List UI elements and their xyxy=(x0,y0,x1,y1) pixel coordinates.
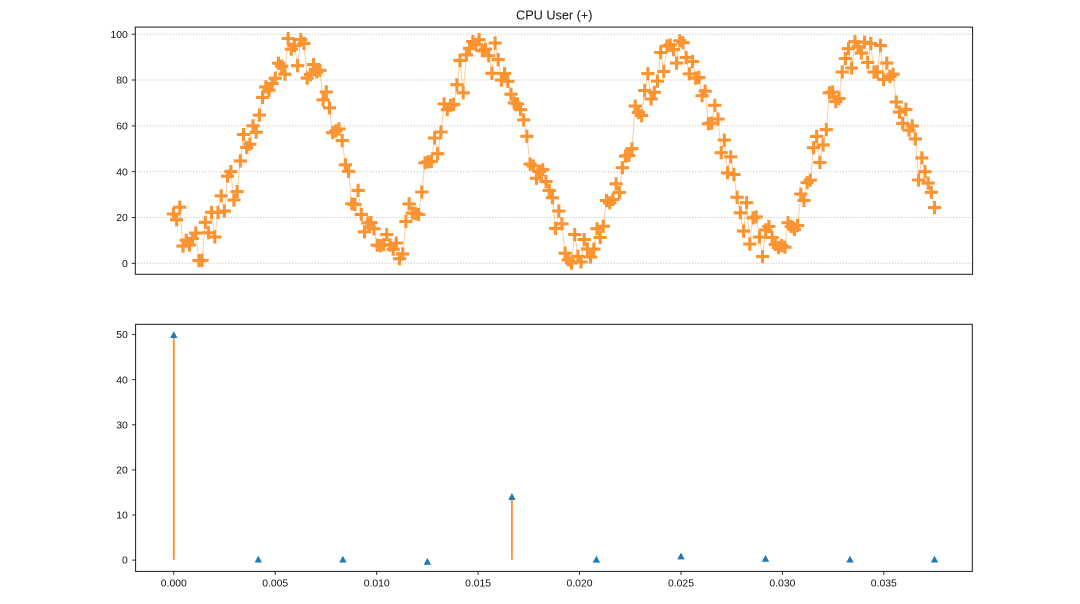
svg-text:0.010: 0.010 xyxy=(364,579,390,590)
svg-text:0.030: 0.030 xyxy=(769,579,795,590)
svg-text:0.015: 0.015 xyxy=(465,579,491,590)
svg-text:20: 20 xyxy=(116,213,128,224)
svg-text:0: 0 xyxy=(122,259,128,270)
svg-text:20: 20 xyxy=(116,466,128,477)
svg-text:0.005: 0.005 xyxy=(262,579,288,590)
svg-text:0.000: 0.000 xyxy=(161,579,187,590)
svg-text:0: 0 xyxy=(122,556,128,567)
svg-text:30: 30 xyxy=(116,420,128,431)
svg-text:0.035: 0.035 xyxy=(871,579,897,590)
svg-text:0.020: 0.020 xyxy=(566,579,592,590)
svg-text:40: 40 xyxy=(116,375,128,386)
svg-text:100: 100 xyxy=(110,30,128,41)
svg-text:CPU User (+): CPU User (+) xyxy=(516,9,592,23)
svg-text:40: 40 xyxy=(116,167,128,178)
svg-text:60: 60 xyxy=(116,122,128,133)
svg-text:0.025: 0.025 xyxy=(668,579,694,590)
svg-text:50: 50 xyxy=(116,330,128,341)
svg-text:80: 80 xyxy=(116,76,128,87)
svg-text:10: 10 xyxy=(116,511,128,522)
